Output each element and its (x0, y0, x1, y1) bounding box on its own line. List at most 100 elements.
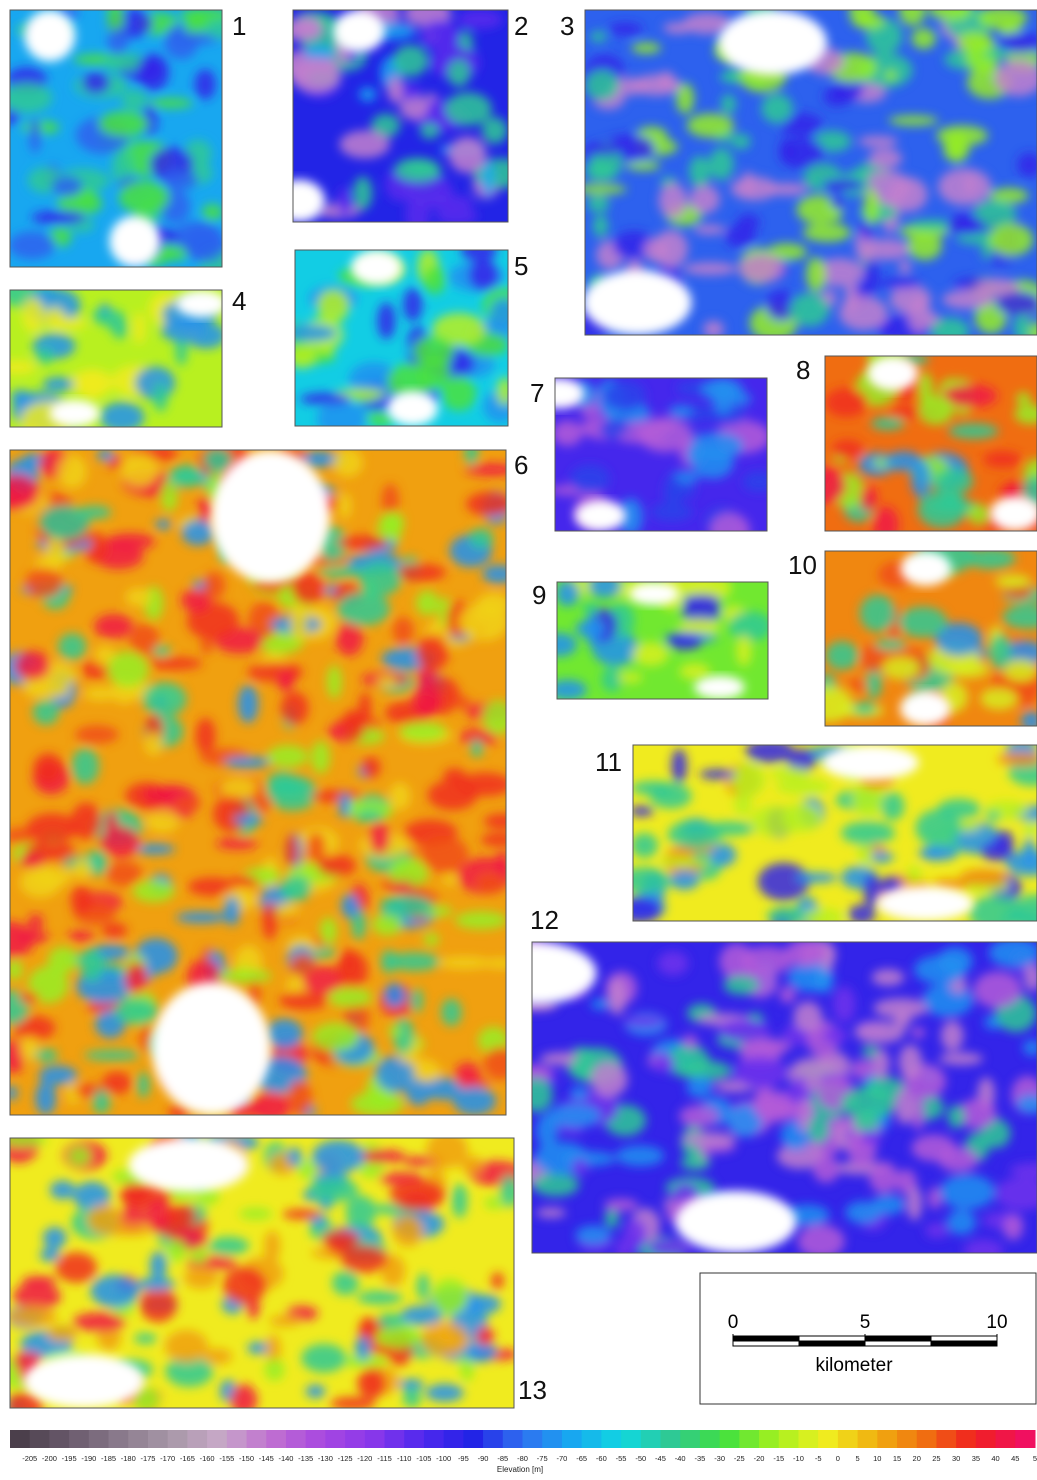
elevation-patch (238, 685, 259, 723)
legend-tick-label: 45 (1011, 1454, 1019, 1463)
elevation-patch (657, 951, 688, 975)
legend-tick-label: 0 (836, 1454, 840, 1463)
elevation-patch (281, 691, 309, 725)
legend-tick-label: -190 (81, 1454, 96, 1463)
elevation-patch (484, 1047, 517, 1080)
color-swatch (306, 1430, 326, 1448)
data-gap (877, 886, 974, 921)
elevation-patch (132, 880, 174, 903)
color-swatch (700, 1430, 720, 1448)
elevation-patch (264, 1358, 284, 1381)
elevation-patch (278, 670, 294, 691)
elevation-patch (375, 1327, 421, 1348)
elevation-patch (986, 811, 1001, 821)
elevation-patch (940, 1174, 995, 1209)
elevation-patch (721, 94, 736, 114)
elevation-patch (391, 882, 414, 894)
legend-tick-label: -30 (714, 1454, 725, 1463)
elevation-patch (908, 232, 942, 260)
elevation-patch (761, 94, 793, 124)
elevation-patch (491, 1272, 504, 1289)
elevation-patch (832, 440, 864, 460)
elevation-patch (393, 617, 414, 645)
elevation-patch (470, 739, 483, 757)
elevation-patch (6, 960, 23, 980)
color-swatch (601, 1430, 621, 1448)
elevation-patch (22, 297, 44, 332)
elevation-patch (461, 1156, 482, 1175)
elevation-patch (690, 432, 743, 460)
elevation-patch (338, 535, 388, 550)
color-swatch (345, 1430, 365, 1448)
elevation-patch (20, 867, 61, 898)
color-swatch (641, 1430, 661, 1448)
elevation-patch (97, 449, 115, 461)
elevation-patch (341, 893, 359, 918)
elevation-patch (709, 148, 734, 180)
elevation-patch (203, 448, 232, 472)
elevation-patch (851, 1059, 872, 1079)
elevation-patch (989, 223, 1034, 256)
elevation-patch (223, 1267, 267, 1305)
elevation-patch (143, 682, 187, 716)
data-gap (128, 1138, 249, 1192)
elevation-patch (113, 999, 158, 1024)
elevation-patch (500, 1175, 519, 1207)
legend-tick-label: 10 (873, 1454, 881, 1463)
color-swatch (69, 1430, 89, 1448)
elevation-patch (469, 260, 499, 290)
map-image (564, 0, 1037, 344)
color-swatch (404, 1430, 424, 1448)
elevation-patch (593, 215, 608, 238)
elevation-patch (740, 946, 793, 974)
elevation-patch (48, 947, 78, 974)
legend-tick-label: 30 (952, 1454, 960, 1463)
elevation-patch (591, 999, 611, 1010)
elevation-patch (416, 591, 439, 616)
elevation-patch (102, 923, 128, 938)
scale-segment (733, 1341, 799, 1346)
elevation-patch (860, 485, 877, 511)
elevation-patch (995, 575, 1031, 588)
elevation-patch (405, 196, 430, 234)
elevation-patch (105, 811, 117, 836)
legend-tick-label: -65 (576, 1454, 587, 1463)
legend-tick-label: -40 (675, 1454, 686, 1463)
elevation-patch (618, 433, 666, 444)
data-gap (273, 180, 325, 222)
elevation-patch (43, 377, 75, 391)
legend-tick-label: -90 (478, 1454, 489, 1463)
legend-tick-label: -125 (338, 1454, 353, 1463)
elevation-patch (264, 1230, 280, 1261)
elevation-patch (92, 1089, 110, 1114)
legend-tick-label: 15 (893, 1454, 901, 1463)
elevation-patch (8, 231, 55, 259)
elevation-patch (822, 179, 865, 192)
color-swatch (897, 1430, 917, 1448)
elevation-patch (616, 897, 662, 923)
legend-tick-label: -135 (298, 1454, 313, 1463)
elevation-patch (276, 778, 308, 797)
elevation-patch (161, 480, 178, 512)
elevation-patch (908, 296, 931, 333)
elevation-patch (459, 603, 509, 641)
color-swatch (818, 1430, 838, 1448)
legend-tick-label: 25 (932, 1454, 940, 1463)
panel-label: 12 (530, 905, 559, 935)
elevation-patch (137, 1072, 150, 1098)
elevation-patch (300, 393, 351, 405)
elevation-patch (682, 594, 720, 606)
map-image (282, 238, 522, 436)
color-swatch (30, 1430, 50, 1448)
elevation-patch (806, 467, 846, 504)
elevation-patch (322, 1230, 360, 1249)
data-gap (719, 10, 827, 75)
color-swatch (562, 1430, 582, 1448)
elevation-patch (874, 639, 906, 651)
elevation-patch (22, 1276, 57, 1286)
elevation-patch (208, 1237, 249, 1255)
elevation-patch (72, 859, 91, 880)
elevation-patch (942, 290, 993, 309)
elevation-patch (689, 185, 720, 214)
elevation-patch (176, 912, 227, 923)
